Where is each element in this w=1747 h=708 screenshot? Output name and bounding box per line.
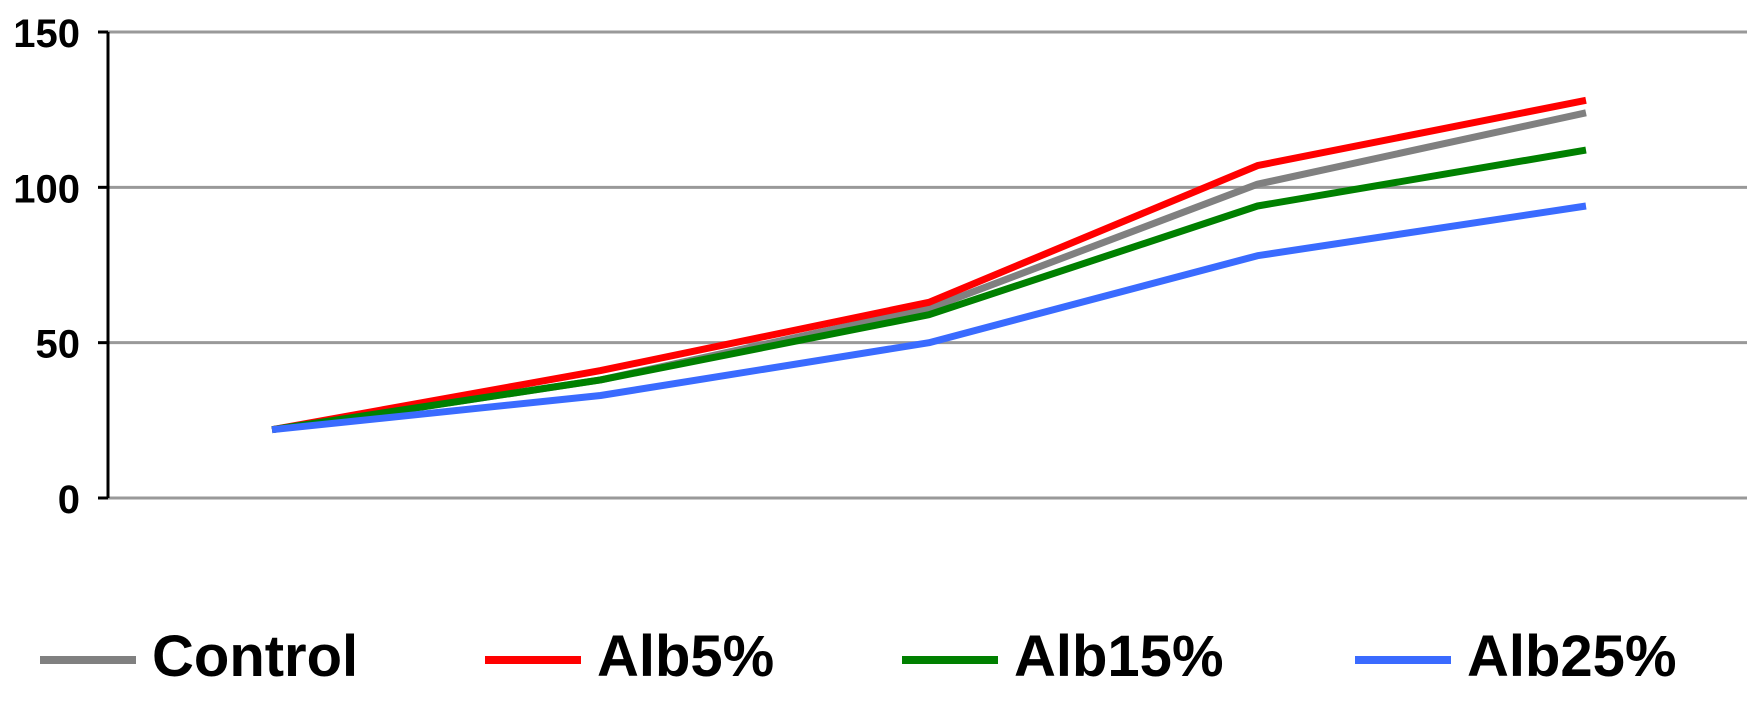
series-lines (271, 96, 1587, 434)
legend: Control Alb5% Alb15% Alb25% (40, 624, 1677, 689)
legend-label: Control (152, 624, 358, 689)
y-axis: 0 50 100 150 (13, 12, 110, 522)
y-tick-label: 100 (13, 167, 80, 211)
gridlines (108, 30, 1747, 500)
series-line-alb25- (271, 202, 1587, 434)
series-line-alb15- (271, 146, 1587, 434)
series-line-control (271, 109, 1587, 434)
legend-label: Alb15% (1014, 624, 1224, 689)
legend-label: Alb25% (1467, 624, 1677, 689)
y-tick-label: 150 (13, 12, 80, 56)
series-line-alb5- (271, 96, 1587, 434)
y-tick-label: 50 (36, 323, 81, 367)
y-tick-label: 0 (58, 478, 80, 522)
legend-label: Alb5% (597, 624, 774, 689)
